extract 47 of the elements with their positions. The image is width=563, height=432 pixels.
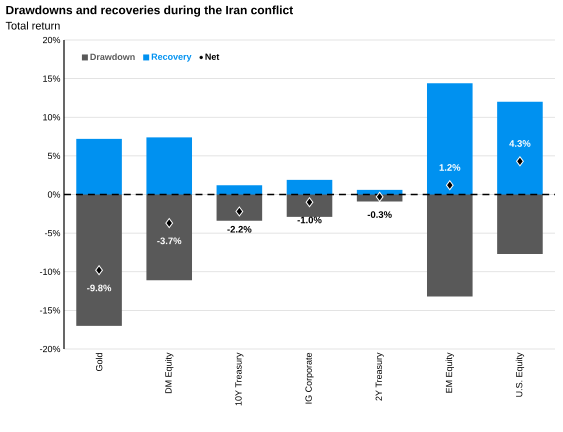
x-tick-label: 10Y Treasury [235,352,244,406]
x-tick-label: DM Equity [165,352,174,394]
x-tick-label: IG Corporate [305,352,314,404]
legend-label: Net [205,54,220,60]
point [516,156,524,166]
y-tick-label: 0% [48,191,60,198]
data-label: -1.0% [298,216,322,224]
y-tick-label: 20% [42,36,60,44]
bar [497,194,543,254]
point [446,180,454,190]
data-label: -2.2% [227,226,252,233]
data-label: 1.2% [440,164,460,171]
bar [216,185,262,194]
bar [426,194,473,296]
chart-title: Drawdowns and recoveries during the Iran conflict [6,6,294,17]
data-label: -3.7% [157,237,182,244]
point [376,192,384,202]
point [165,218,174,228]
y-tick-label: -20% [40,346,60,352]
bar [497,102,543,194]
y-tick-label: 5% [48,152,60,160]
bar [286,180,332,194]
data-label: 4.3% [509,140,530,147]
point [95,265,103,276]
bar [146,137,192,194]
chart-subtitle: Total return [6,22,60,30]
point [235,206,244,216]
legend-label: Recovery [152,54,192,62]
bar [286,194,332,217]
bar [76,138,122,194]
x-tick-label: 2Y Treasury [376,352,384,401]
y-tick-label: -10% [40,268,60,275]
x-tick-label: U.S. Equity [516,352,524,397]
bar [426,83,473,194]
legend-label: Drawdown [90,53,135,60]
data-label: -0.3% [368,211,392,218]
bar [216,194,262,221]
x-tick-label: Gold [96,353,102,372]
y-tick-label: -15% [40,307,60,314]
data-label: -9.8% [87,284,112,292]
point [306,197,314,208]
y-tick-label: 15% [43,75,60,82]
y-tick-label: -5% [44,230,60,236]
bar [76,194,122,326]
bar [146,194,192,280]
x-tick-label: EM Equity [446,352,454,393]
y-tick-label: 10% [43,114,60,120]
